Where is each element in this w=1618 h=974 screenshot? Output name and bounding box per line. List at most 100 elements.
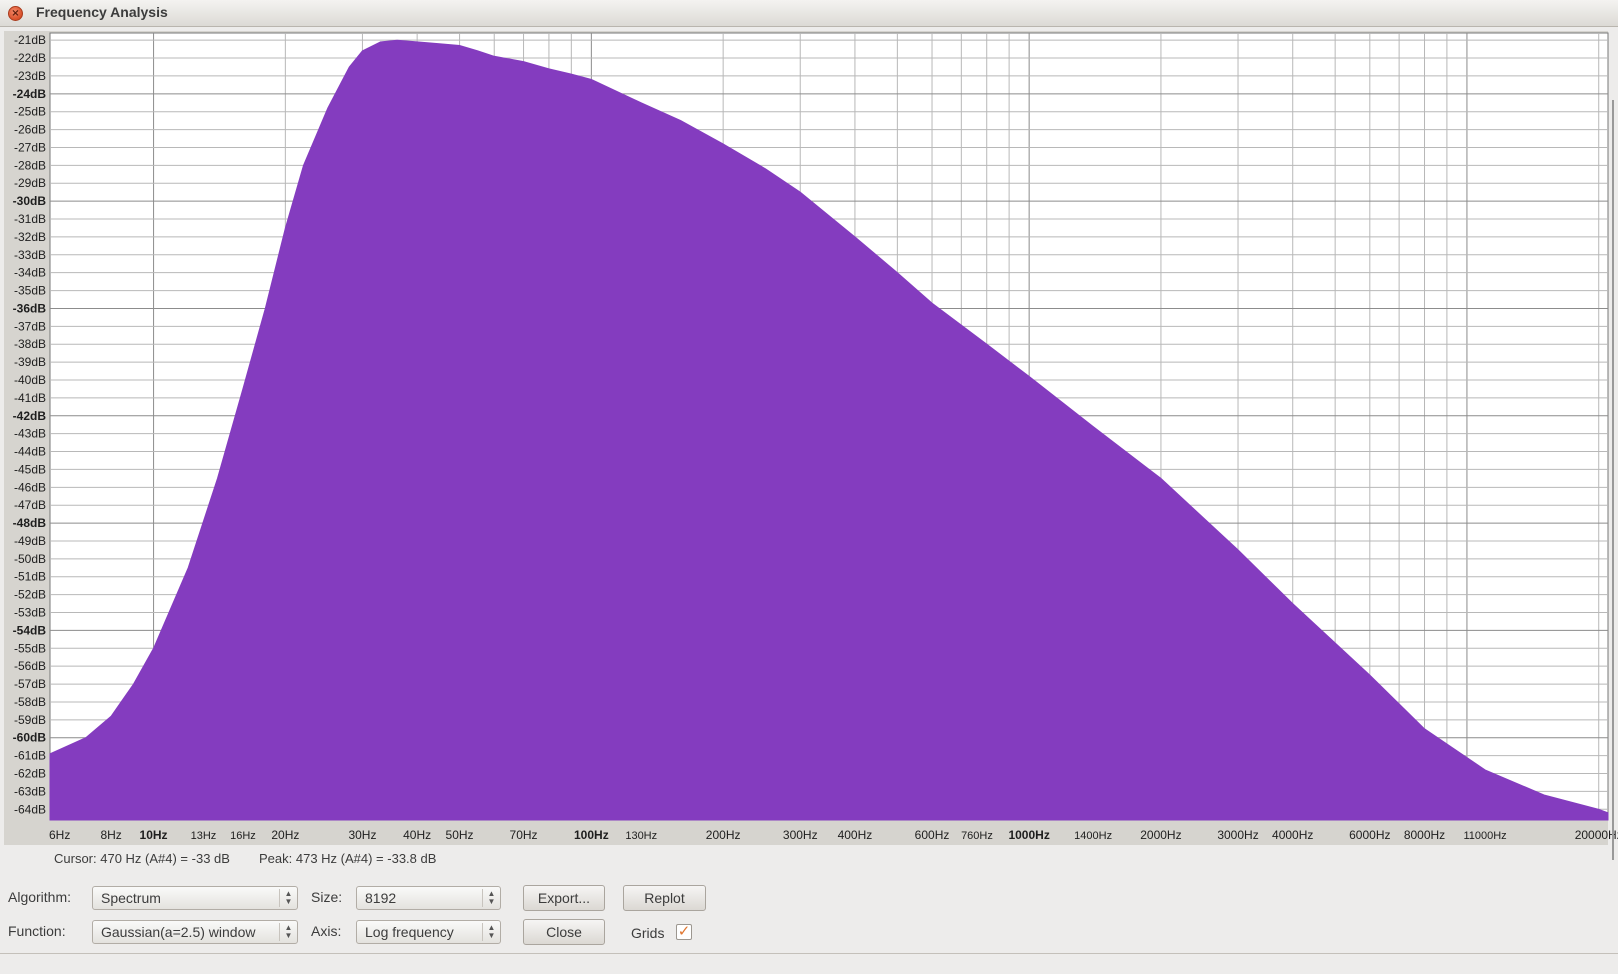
frequency-tick-label: 100Hz (574, 828, 609, 842)
frequency-tick-label: 600Hz (915, 828, 950, 842)
axis-label: Axis: (311, 923, 342, 939)
db-tick-label: -21dB (14, 33, 46, 47)
db-tick-label: -62dB (14, 766, 46, 780)
frequency-tick-label: 20000Hz (1575, 828, 1618, 842)
function-value: Gaussian(a=2.5) window (101, 924, 256, 940)
size-value: 8192 (365, 890, 397, 906)
frequency-tick-label: 10Hz (140, 828, 168, 842)
db-tick-label: -36dB (13, 301, 47, 315)
db-tick-label: -37dB (14, 319, 46, 333)
frequency-tick-label: 8Hz (100, 828, 121, 842)
grids-checkbox[interactable]: ✓ (676, 922, 692, 940)
db-tick-label: -47dB (14, 498, 46, 512)
frequency-tick-label: 200Hz (706, 828, 741, 842)
db-tick-label: -59dB (14, 713, 46, 727)
db-tick-label: -28dB (14, 158, 46, 172)
frequency-tick-label: 3000Hz (1217, 828, 1258, 842)
db-tick-label: -35dB (14, 284, 46, 298)
db-tick-label: -50dB (14, 552, 46, 566)
db-tick-label: -34dB (14, 266, 46, 280)
bottom-divider (0, 953, 1618, 954)
frequency-tick-label: 11000Hz (1463, 830, 1506, 842)
db-tick-label: -58dB (14, 695, 46, 709)
frequency-tick-label: 400Hz (838, 828, 873, 842)
axis-select[interactable]: Log frequency ▲ ▼ (356, 920, 501, 944)
frequency-tick-label: 40Hz (403, 828, 431, 842)
spinner-arrows-icon: ▲ ▼ (279, 923, 297, 941)
algorithm-value: Spectrum (101, 890, 161, 906)
spectrum-area (49, 39, 1609, 821)
db-tick-label: -61dB (14, 749, 46, 763)
db-tick-label: -48dB (13, 516, 47, 530)
frequency-tick-label: 50Hz (446, 828, 474, 842)
window-edge (1612, 100, 1614, 860)
replot-button[interactable]: Replot (623, 885, 706, 911)
db-tick-label: -41dB (14, 391, 46, 405)
db-tick-label: -63dB (14, 784, 46, 798)
spinner-arrows-icon: ▲ ▼ (482, 889, 500, 907)
algorithm-label: Algorithm: (8, 889, 72, 905)
db-tick-label: -49dB (14, 534, 46, 548)
frequency-tick-label: 2000Hz (1140, 828, 1181, 842)
peak-readout: Peak: 473 Hz (A#4) = -33.8 dB (259, 851, 437, 866)
spectrum-plot[interactable]: -21dB -22dB -23dB -24dB -25dB -26dB -27dB -28dB… (0, 0, 1618, 860)
cursor-readout: Cursor: 470 Hz (A#4) = -33 dB (54, 851, 230, 866)
db-tick-label: -25dB (14, 105, 46, 119)
frequency-tick-label: 6Hz (49, 828, 70, 842)
db-tick-label: -43dB (14, 427, 46, 441)
db-tick-label: -30dB (13, 194, 47, 208)
frequency-tick-label: 1400Hz (1074, 830, 1112, 842)
title-bar: × Frequency Analysis (0, 0, 1618, 27)
db-tick-label: -40dB (14, 373, 46, 387)
frequency-axis-labels: 6Hz 8Hz 10Hz 13Hz 16Hz 20Hz 30Hz 40Hz 50Hz 70Hz 10… (49, 828, 1618, 842)
db-tick-label: -23dB (14, 69, 46, 83)
db-tick-label: -31dB (14, 212, 46, 226)
frequency-tick-label: 70Hz (510, 828, 538, 842)
db-tick-label: -53dB (14, 606, 46, 620)
db-tick-label: -26dB (14, 123, 46, 137)
grids-label: Grids (631, 925, 665, 941)
db-tick-label: -24dB (13, 87, 47, 101)
algorithm-select[interactable]: Spectrum ▲ ▼ (92, 886, 298, 910)
frequency-tick-label: 8000Hz (1404, 828, 1445, 842)
db-tick-label: -39dB (14, 355, 46, 369)
close-button[interactable]: Close (523, 919, 605, 945)
spinner-arrows-icon: ▲ ▼ (279, 889, 297, 907)
db-tick-label: -56dB (14, 659, 46, 673)
function-select[interactable]: Gaussian(a=2.5) window ▲ ▼ (92, 920, 298, 944)
export-button[interactable]: Export... (523, 885, 605, 911)
frequency-tick-label: 20Hz (271, 828, 299, 842)
frequency-tick-label: 16Hz (230, 830, 256, 842)
db-tick-label: -27dB (14, 140, 46, 154)
db-tick-label: -60dB (13, 731, 47, 745)
db-tick-label: -22dB (14, 51, 46, 65)
frequency-tick-label: 760Hz (961, 830, 993, 842)
db-tick-label: -52dB (14, 588, 46, 602)
db-tick-label: -46dB (14, 480, 46, 494)
function-label: Function: (8, 923, 66, 939)
frequency-tick-label: 6000Hz (1349, 828, 1390, 842)
db-tick-label: -54dB (13, 623, 47, 637)
db-tick-label: -33dB (14, 248, 46, 262)
close-window-icon[interactable]: × (8, 6, 23, 21)
frequency-tick-label: 30Hz (348, 828, 376, 842)
window-title: Frequency Analysis (36, 4, 168, 20)
db-tick-label: -44dB (14, 445, 46, 459)
frequency-tick-label: 13Hz (191, 830, 217, 842)
db-tick-label: -32dB (14, 230, 46, 244)
db-tick-label: -64dB (14, 802, 46, 816)
db-tick-label: -45dB (14, 462, 46, 476)
db-tick-label: -57dB (14, 677, 46, 691)
spinner-arrows-icon: ▲ ▼ (482, 923, 500, 941)
axis-value: Log frequency (365, 924, 454, 940)
db-tick-label: -55dB (14, 641, 46, 655)
frequency-tick-label: 4000Hz (1272, 828, 1313, 842)
frequency-tick-label: 1000Hz (1008, 828, 1049, 842)
size-select[interactable]: 8192 ▲ ▼ (356, 886, 501, 910)
db-tick-label: -51dB (14, 570, 46, 584)
db-axis-labels: -21dB -22dB -23dB -24dB -25dB -26dB -27dB -28dB… (13, 33, 47, 816)
frequency-tick-label: 130Hz (625, 830, 657, 842)
db-tick-label: -42dB (13, 409, 47, 423)
frequency-tick-label: 300Hz (783, 828, 818, 842)
db-tick-label: -38dB (14, 337, 46, 351)
